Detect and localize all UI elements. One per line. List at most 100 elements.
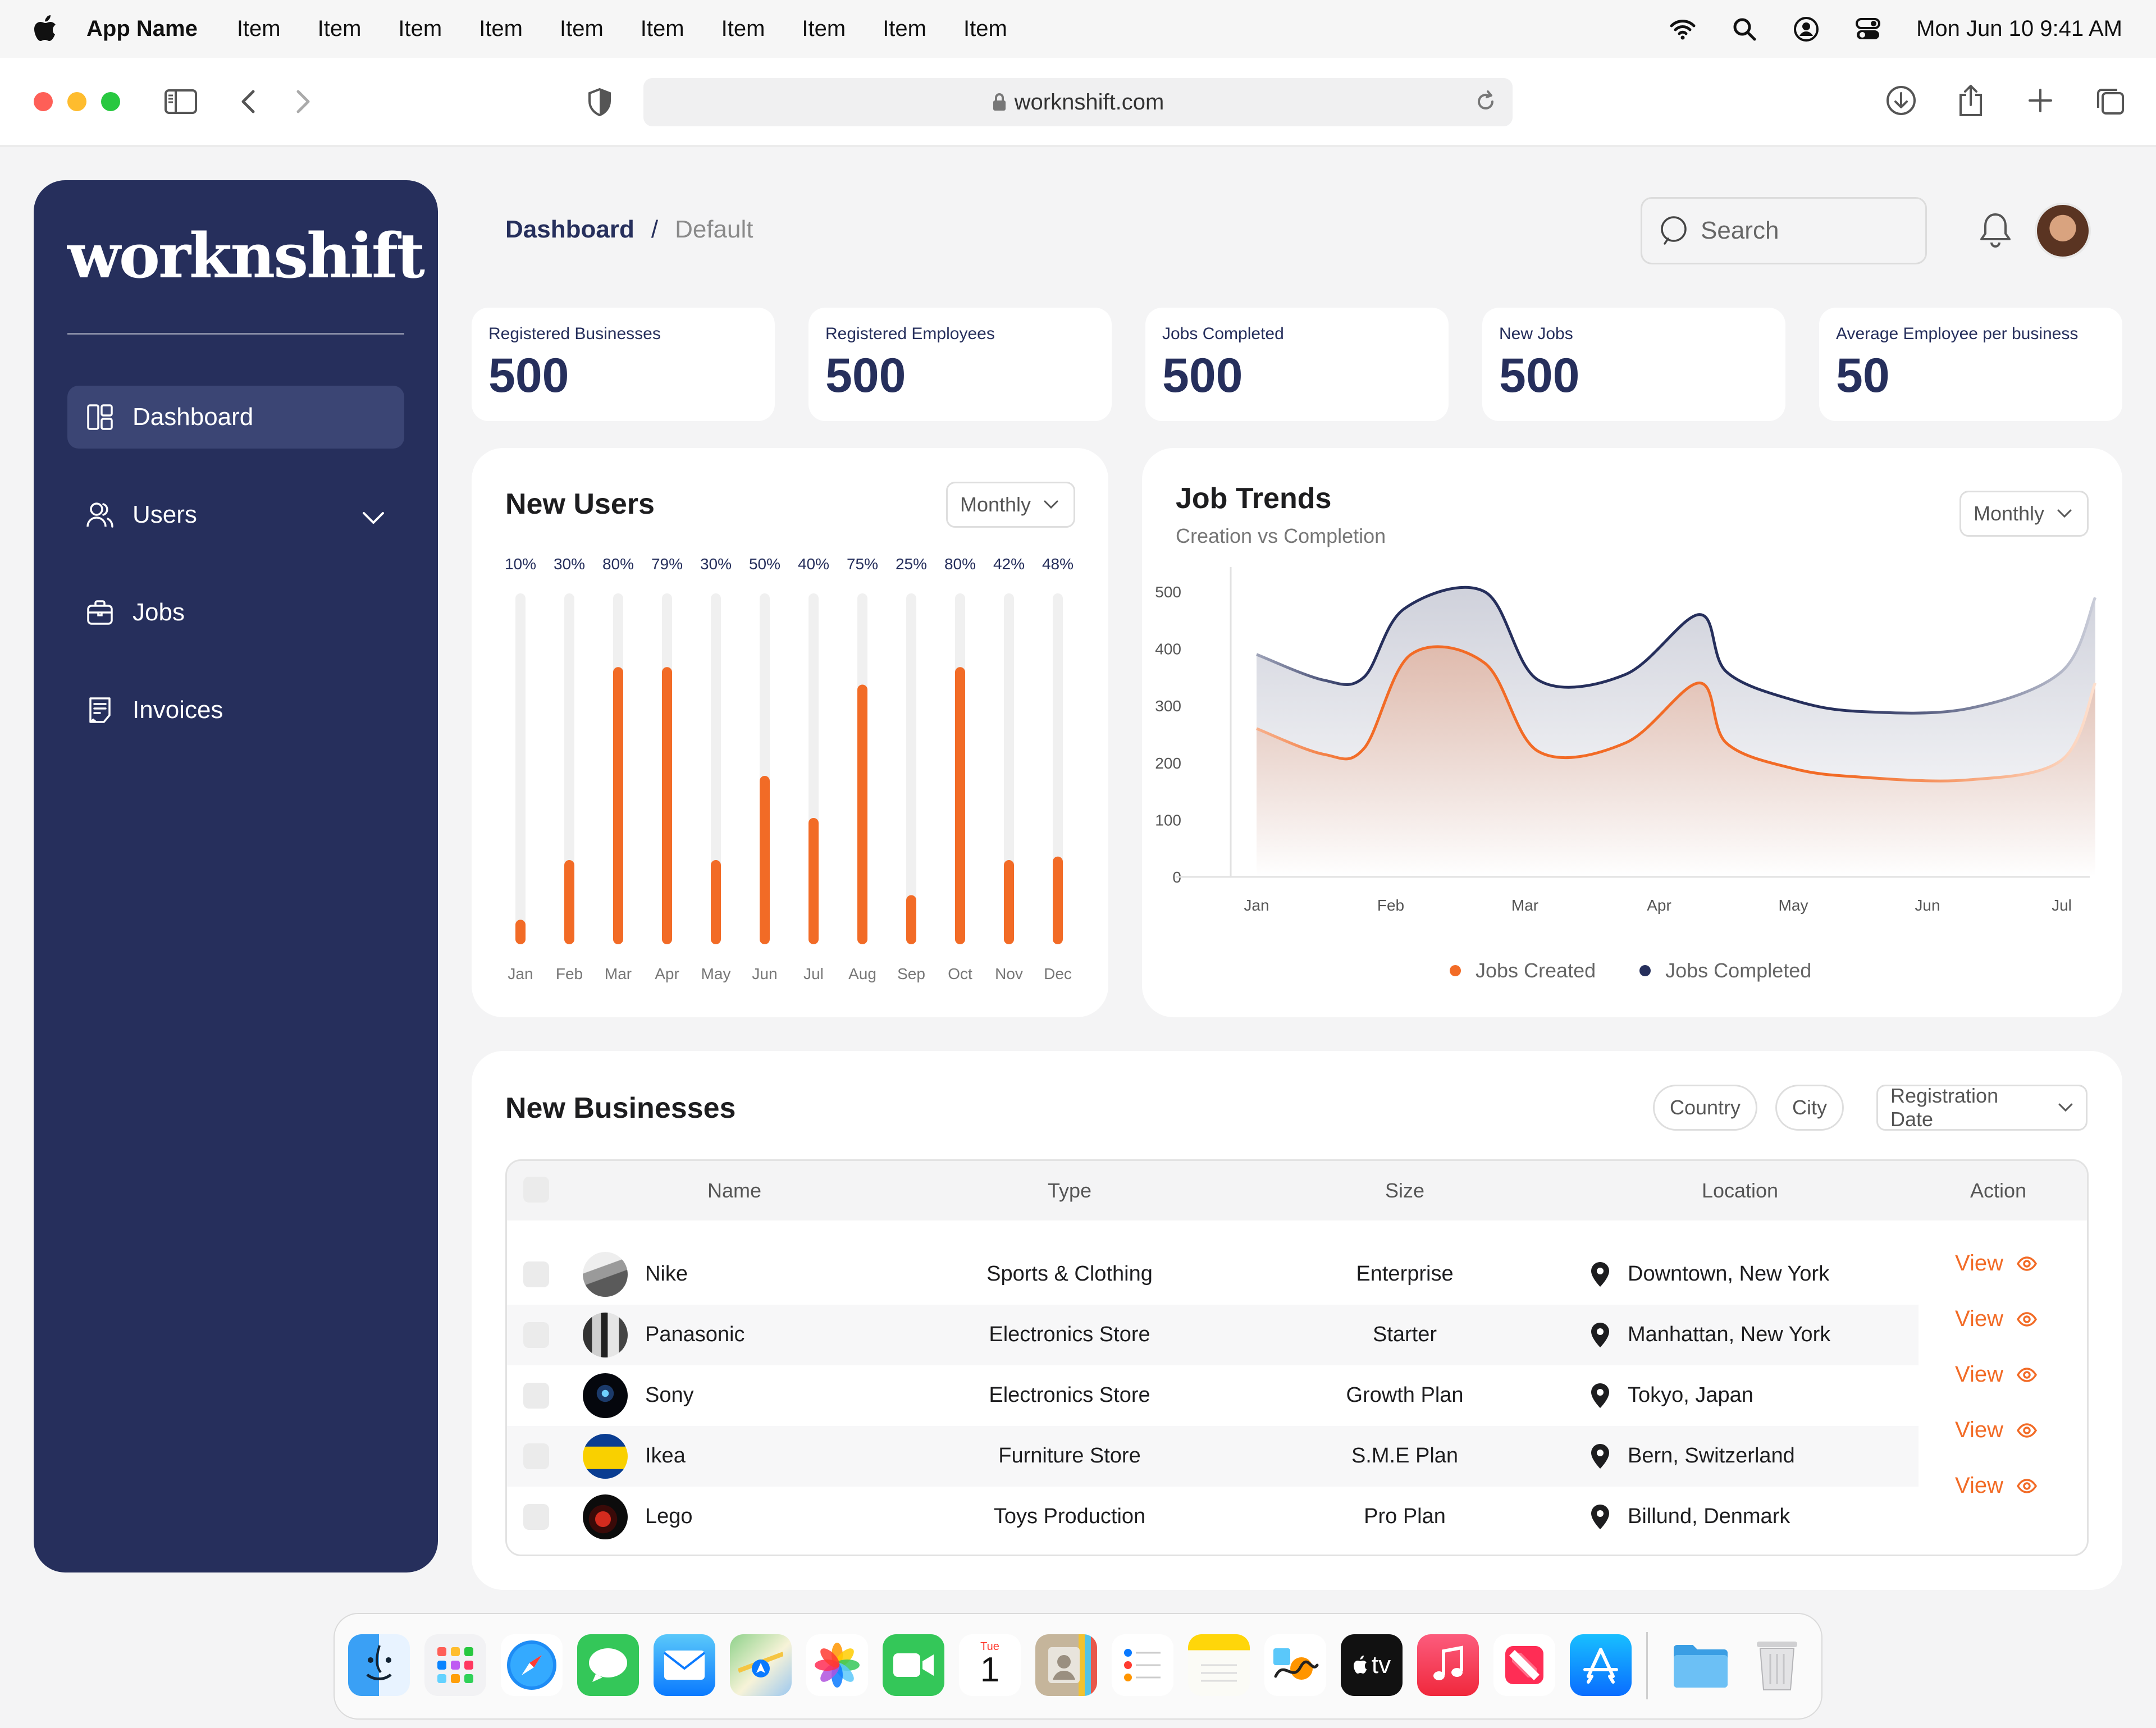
sidebar-toggle-icon[interactable] xyxy=(163,84,199,120)
menu-item[interactable]: Item xyxy=(640,16,684,41)
bar[interactable] xyxy=(808,818,819,944)
brand-logo[interactable]: worknshift xyxy=(67,220,425,292)
view-button[interactable]: View xyxy=(1955,1251,2037,1276)
notes-icon[interactable] xyxy=(1188,1634,1250,1696)
row-checkbox[interactable] xyxy=(523,1504,549,1530)
menu-item[interactable]: Item xyxy=(802,16,846,41)
menu-item[interactable]: Item xyxy=(479,16,523,41)
notification-bell-icon[interactable] xyxy=(1977,211,2013,253)
back-arrow-icon[interactable] xyxy=(230,84,266,120)
view-button[interactable]: View xyxy=(1955,1418,2037,1443)
user-account-icon[interactable] xyxy=(1793,16,1820,43)
filter-country-chip[interactable]: Country xyxy=(1653,1085,1757,1131)
view-button[interactable]: View xyxy=(1955,1306,2037,1332)
bar[interactable] xyxy=(662,667,672,944)
menu-item[interactable]: Item xyxy=(398,16,442,41)
folder-icon[interactable] xyxy=(1670,1634,1732,1696)
reminders-icon[interactable] xyxy=(1112,1634,1173,1696)
bar[interactable] xyxy=(760,776,770,944)
menu-item[interactable]: Item xyxy=(317,16,362,41)
column-header-location[interactable]: Location xyxy=(1701,1179,1779,1202)
forward-arrow-icon[interactable] xyxy=(285,84,321,120)
table-row[interactable]: Lego Toys Production Pro Plan Billund, D… xyxy=(507,1487,1919,1547)
row-checkbox[interactable] xyxy=(523,1322,549,1348)
column-header-action[interactable]: Action xyxy=(1970,1179,2027,1202)
row-checkbox[interactable] xyxy=(523,1383,549,1409)
bar[interactable] xyxy=(1053,856,1063,944)
tab-overview-icon[interactable] xyxy=(2092,83,2128,118)
menu-item[interactable]: Item xyxy=(560,16,604,41)
user-avatar[interactable] xyxy=(2035,203,2091,259)
chevron-down-icon[interactable] xyxy=(362,504,385,532)
spotlight-search-icon[interactable] xyxy=(1731,16,1758,43)
bar[interactable] xyxy=(955,667,965,944)
column-header-type[interactable]: Type xyxy=(1047,1179,1092,1202)
freeform-icon[interactable] xyxy=(1264,1634,1326,1696)
privacy-shield-icon[interactable] xyxy=(582,84,618,120)
reload-icon[interactable] xyxy=(1474,89,1497,114)
address-bar[interactable]: worknshift.com xyxy=(643,78,1513,126)
zoom-window-button[interactable] xyxy=(101,92,120,111)
column-header-size[interactable]: Size xyxy=(1385,1179,1425,1202)
bar[interactable] xyxy=(906,895,916,945)
jobs-completed-line[interactable] xyxy=(1256,586,2097,715)
menu-item[interactable]: Item xyxy=(883,16,926,41)
menu-item[interactable]: Item xyxy=(721,16,765,41)
jobs-created-line[interactable] xyxy=(1256,645,2097,783)
sidebar-item-users[interactable]: Users xyxy=(67,483,404,546)
table-row[interactable]: Nike Sports & Clothing Enterprise Downto… xyxy=(507,1244,1919,1305)
table-row[interactable]: Sony Electronics Store Growth Plan Tokyo… xyxy=(507,1365,1919,1426)
view-button[interactable]: View xyxy=(1955,1362,2037,1387)
menu-bar-clock[interactable]: Mon Jun 10 9:41 AM xyxy=(1916,16,2122,41)
menu-item[interactable]: Item xyxy=(236,16,281,41)
music-icon[interactable] xyxy=(1417,1634,1479,1696)
news-icon[interactable] xyxy=(1493,1634,1555,1696)
sidebar-divider xyxy=(67,333,404,335)
tv-icon[interactable]: tv xyxy=(1341,1634,1403,1696)
photos-icon[interactable] xyxy=(806,1634,868,1696)
job-trends-period-dropdown[interactable]: Monthly xyxy=(1959,491,2089,537)
close-window-button[interactable] xyxy=(34,92,53,111)
apple-logo-icon[interactable] xyxy=(34,15,58,43)
launchpad-icon[interactable] xyxy=(424,1634,486,1696)
menu-item[interactable]: Item xyxy=(963,16,1007,41)
row-checkbox[interactable] xyxy=(523,1261,549,1287)
sidebar-item-jobs[interactable]: Jobs xyxy=(67,581,404,644)
view-button[interactable]: View xyxy=(1955,1473,2037,1498)
new-users-period-dropdown[interactable]: Monthly xyxy=(946,482,1075,528)
bar[interactable] xyxy=(1004,860,1014,944)
sidebar-item-invoices[interactable]: Invoices xyxy=(67,679,404,742)
breadcrumb-dashboard-link[interactable]: Dashboard xyxy=(505,216,634,243)
bar[interactable] xyxy=(564,860,574,944)
sidebar-item-dashboard[interactable]: Dashboard xyxy=(67,386,404,449)
bar[interactable] xyxy=(613,667,623,944)
select-all-checkbox[interactable] xyxy=(523,1177,549,1203)
trash-icon[interactable] xyxy=(1746,1634,1808,1696)
search-input[interactable]: Search xyxy=(1641,197,1927,264)
column-header-name[interactable]: Name xyxy=(707,1179,762,1202)
table-row[interactable]: Panasonic Electronics Store Starter Manh… xyxy=(507,1305,1919,1365)
messages-icon[interactable] xyxy=(577,1634,639,1696)
row-checkbox[interactable] xyxy=(523,1443,549,1469)
new-tab-plus-icon[interactable] xyxy=(2022,83,2058,118)
safari-icon[interactable] xyxy=(501,1634,563,1696)
bar[interactable] xyxy=(515,920,526,944)
downloads-icon[interactable] xyxy=(1883,83,1919,118)
maps-icon[interactable] xyxy=(730,1634,792,1696)
control-center-icon[interactable] xyxy=(1854,16,1881,43)
bar[interactable] xyxy=(857,684,867,945)
filter-city-chip[interactable]: City xyxy=(1775,1085,1844,1131)
registration-date-dropdown[interactable]: Registration Date xyxy=(1876,1084,2088,1131)
contacts-icon[interactable] xyxy=(1035,1634,1097,1696)
share-icon[interactable] xyxy=(1953,83,1989,118)
minimize-window-button[interactable] xyxy=(67,92,86,111)
mail-icon[interactable] xyxy=(654,1634,715,1696)
app-store-icon[interactable] xyxy=(1570,1634,1632,1696)
app-name-menu[interactable]: App Name xyxy=(86,16,198,41)
calendar-icon[interactable]: Tue 1 xyxy=(959,1634,1021,1696)
wifi-icon[interactable] xyxy=(1669,16,1696,43)
finder-icon[interactable] xyxy=(348,1634,410,1696)
table-row[interactable]: Ikea Furniture Store S.M.E Plan Bern, Sw… xyxy=(507,1426,1919,1487)
facetime-icon[interactable] xyxy=(883,1634,944,1696)
bar[interactable] xyxy=(711,860,721,944)
